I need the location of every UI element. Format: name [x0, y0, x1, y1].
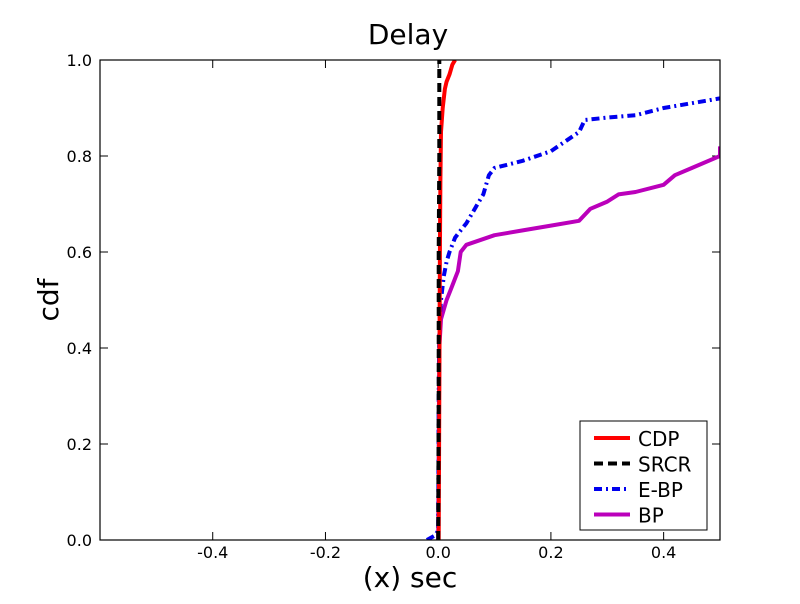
y-tick-label: 0.0 — [67, 531, 92, 550]
series-layer — [425, 60, 720, 540]
series-line-bp — [436, 146, 720, 540]
chart-title: Delay — [368, 18, 448, 51]
series-line-e-bp — [425, 96, 720, 540]
x-axis-label: (x) sec — [363, 561, 458, 594]
x-tick-label: -0.4 — [197, 543, 228, 562]
legend-label-srcr: SRCR — [638, 453, 692, 477]
legend-label-bp: BP — [638, 504, 664, 528]
y-tick-label: 0.8 — [67, 147, 92, 166]
plot-frame — [99, 59, 721, 541]
series-line-srcr — [436, 60, 442, 540]
y-tick-label: 1.0 — [67, 51, 92, 70]
y-tick-label: 0.6 — [67, 243, 92, 262]
legend-label-cdp: CDP — [638, 427, 679, 451]
legend-label-e-bp: E-BP — [638, 478, 683, 502]
ticks-layer: -0.4 -0.2 0.0 0.2 0.4 0.0 0.2 0.4 0.6 0.8 1.0 — [67, 51, 720, 562]
x-tick-label: 0.0 — [425, 543, 450, 562]
x-tick-label: 0.2 — [538, 543, 563, 562]
y-tick-label: 0.4 — [67, 339, 92, 358]
x-tick-label: 0.4 — [651, 543, 676, 562]
y-tick-label: 0.2 — [67, 435, 92, 454]
y-axis-label: cdf — [32, 277, 65, 321]
x-tick-label: -0.2 — [310, 543, 341, 562]
